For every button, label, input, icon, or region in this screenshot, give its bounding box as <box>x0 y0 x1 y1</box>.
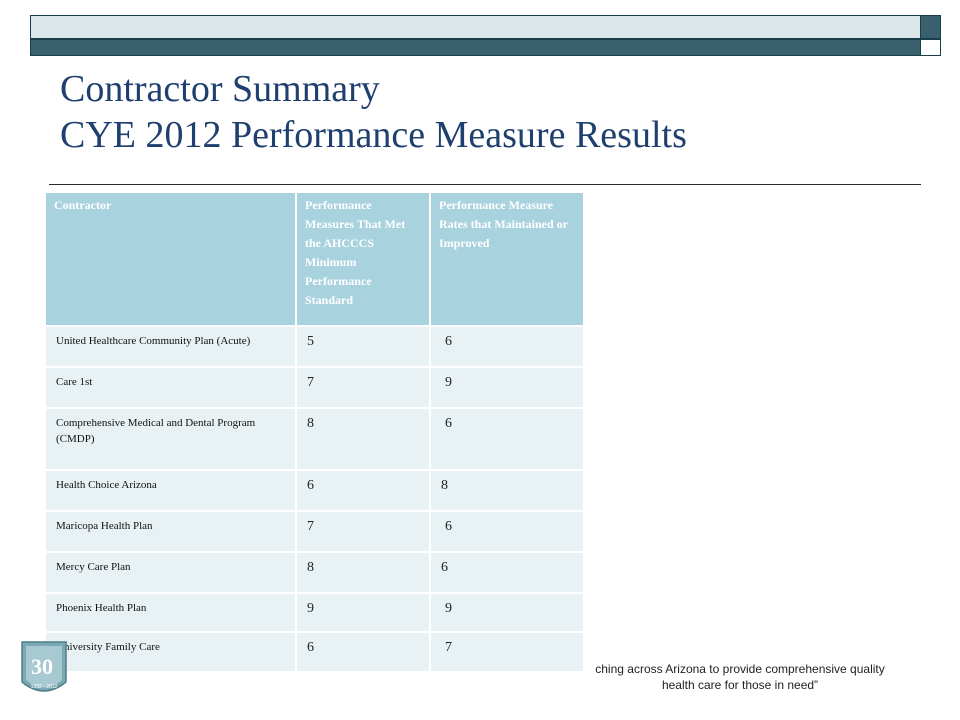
value-improved: 6 <box>445 519 452 534</box>
logo-number: 30 <box>31 654 53 679</box>
title-line-1: Contractor Summary <box>60 68 380 110</box>
header-corner-square <box>920 15 941 39</box>
table-row: Comprehensive Medical and Dental Program… <box>46 407 583 470</box>
value-improved: 7 <box>445 640 452 655</box>
table-row: United Healthcare Community Plan (Acute)… <box>46 325 583 367</box>
logo-years: 1982 - 2012 <box>31 684 58 690</box>
header-bar-top <box>30 15 922 39</box>
value-improved: 9 <box>445 601 452 616</box>
cell-contractor: United Healthcare Community Plan (Acute) <box>46 325 297 367</box>
cell-improved: 6 <box>430 551 583 593</box>
title-line-2: CYE 2012 Performance Measure Results <box>60 114 687 156</box>
table-row: Phoenix Health Plan 9 9 <box>46 592 583 632</box>
value-met: 8 <box>307 416 314 431</box>
table-row: Care 1st 7 9 <box>46 366 583 408</box>
cell-contractor: Comprehensive Medical and Dental Program… <box>46 407 297 470</box>
footer-tagline: ching across Arizona to provide comprehe… <box>540 661 940 693</box>
value-improved: 9 <box>445 375 452 390</box>
value-met: 5 <box>307 334 314 349</box>
cell-contractor: Mercy Care Plan <box>46 551 297 593</box>
header-contractor: Contractor <box>46 193 297 326</box>
cell-met: 6 <box>296 469 431 511</box>
slide-title: Contractor Summary CYE 2012 Performance … <box>60 66 687 158</box>
value-met: 6 <box>307 640 314 655</box>
cell-improved: 9 <box>430 366 583 408</box>
cell-improved: 6 <box>430 325 583 367</box>
table-row: Health Choice Arizona 6 8 <box>46 469 583 511</box>
table-row: Maricopa Health Plan 7 6 <box>46 510 583 552</box>
cell-met: 7 <box>296 366 431 408</box>
value-met: 9 <box>307 601 314 616</box>
cell-met: 8 <box>296 551 431 593</box>
cell-improved: 7 <box>430 631 583 671</box>
table-row: Mercy Care Plan 8 6 <box>46 551 583 593</box>
cell-met: 6 <box>296 631 431 671</box>
title-divider <box>49 184 921 185</box>
value-met: 8 <box>307 560 314 575</box>
header-met-standard: Performance Measures That Met the AHCCCS… <box>296 193 431 326</box>
footer-line-1: ching across Arizona to provide comprehe… <box>595 662 885 676</box>
header-band-square <box>920 39 941 56</box>
footer-line-2: health care for those in need” <box>661 678 819 692</box>
cell-contractor: University Family Care <box>46 631 297 671</box>
value-met: 6 <box>307 478 314 493</box>
cell-met: 7 <box>296 510 431 552</box>
table-row: University Family Care 6 7 <box>46 631 583 671</box>
header-band <box>30 39 922 56</box>
value-improved: 8 <box>441 478 448 493</box>
results-table: Contractor Performance Measures That Met… <box>46 193 583 671</box>
value-met: 7 <box>307 375 314 390</box>
cell-contractor: Care 1st <box>46 366 297 408</box>
cell-improved: 8 <box>430 469 583 511</box>
value-met: 7 <box>307 519 314 534</box>
value-improved: 6 <box>445 334 452 349</box>
cell-met: 9 <box>296 592 431 632</box>
cell-improved: 9 <box>430 592 583 632</box>
cell-met: 5 <box>296 325 431 367</box>
table-header-row: Contractor Performance Measures That Met… <box>46 193 583 326</box>
cell-contractor: Health Choice Arizona <box>46 469 297 511</box>
header-maintained-improved: Performance Measure Rates that Maintaine… <box>430 193 583 326</box>
ahcccs-30-year-logo: 30 1982 - 2012 <box>21 641 67 692</box>
cell-contractor: Phoenix Health Plan <box>46 592 297 632</box>
cell-contractor: Maricopa Health Plan <box>46 510 297 552</box>
cell-met: 8 <box>296 407 431 470</box>
cell-improved: 6 <box>430 407 583 470</box>
value-improved: 6 <box>445 416 452 431</box>
value-improved: 6 <box>441 560 448 575</box>
cell-improved: 6 <box>430 510 583 552</box>
